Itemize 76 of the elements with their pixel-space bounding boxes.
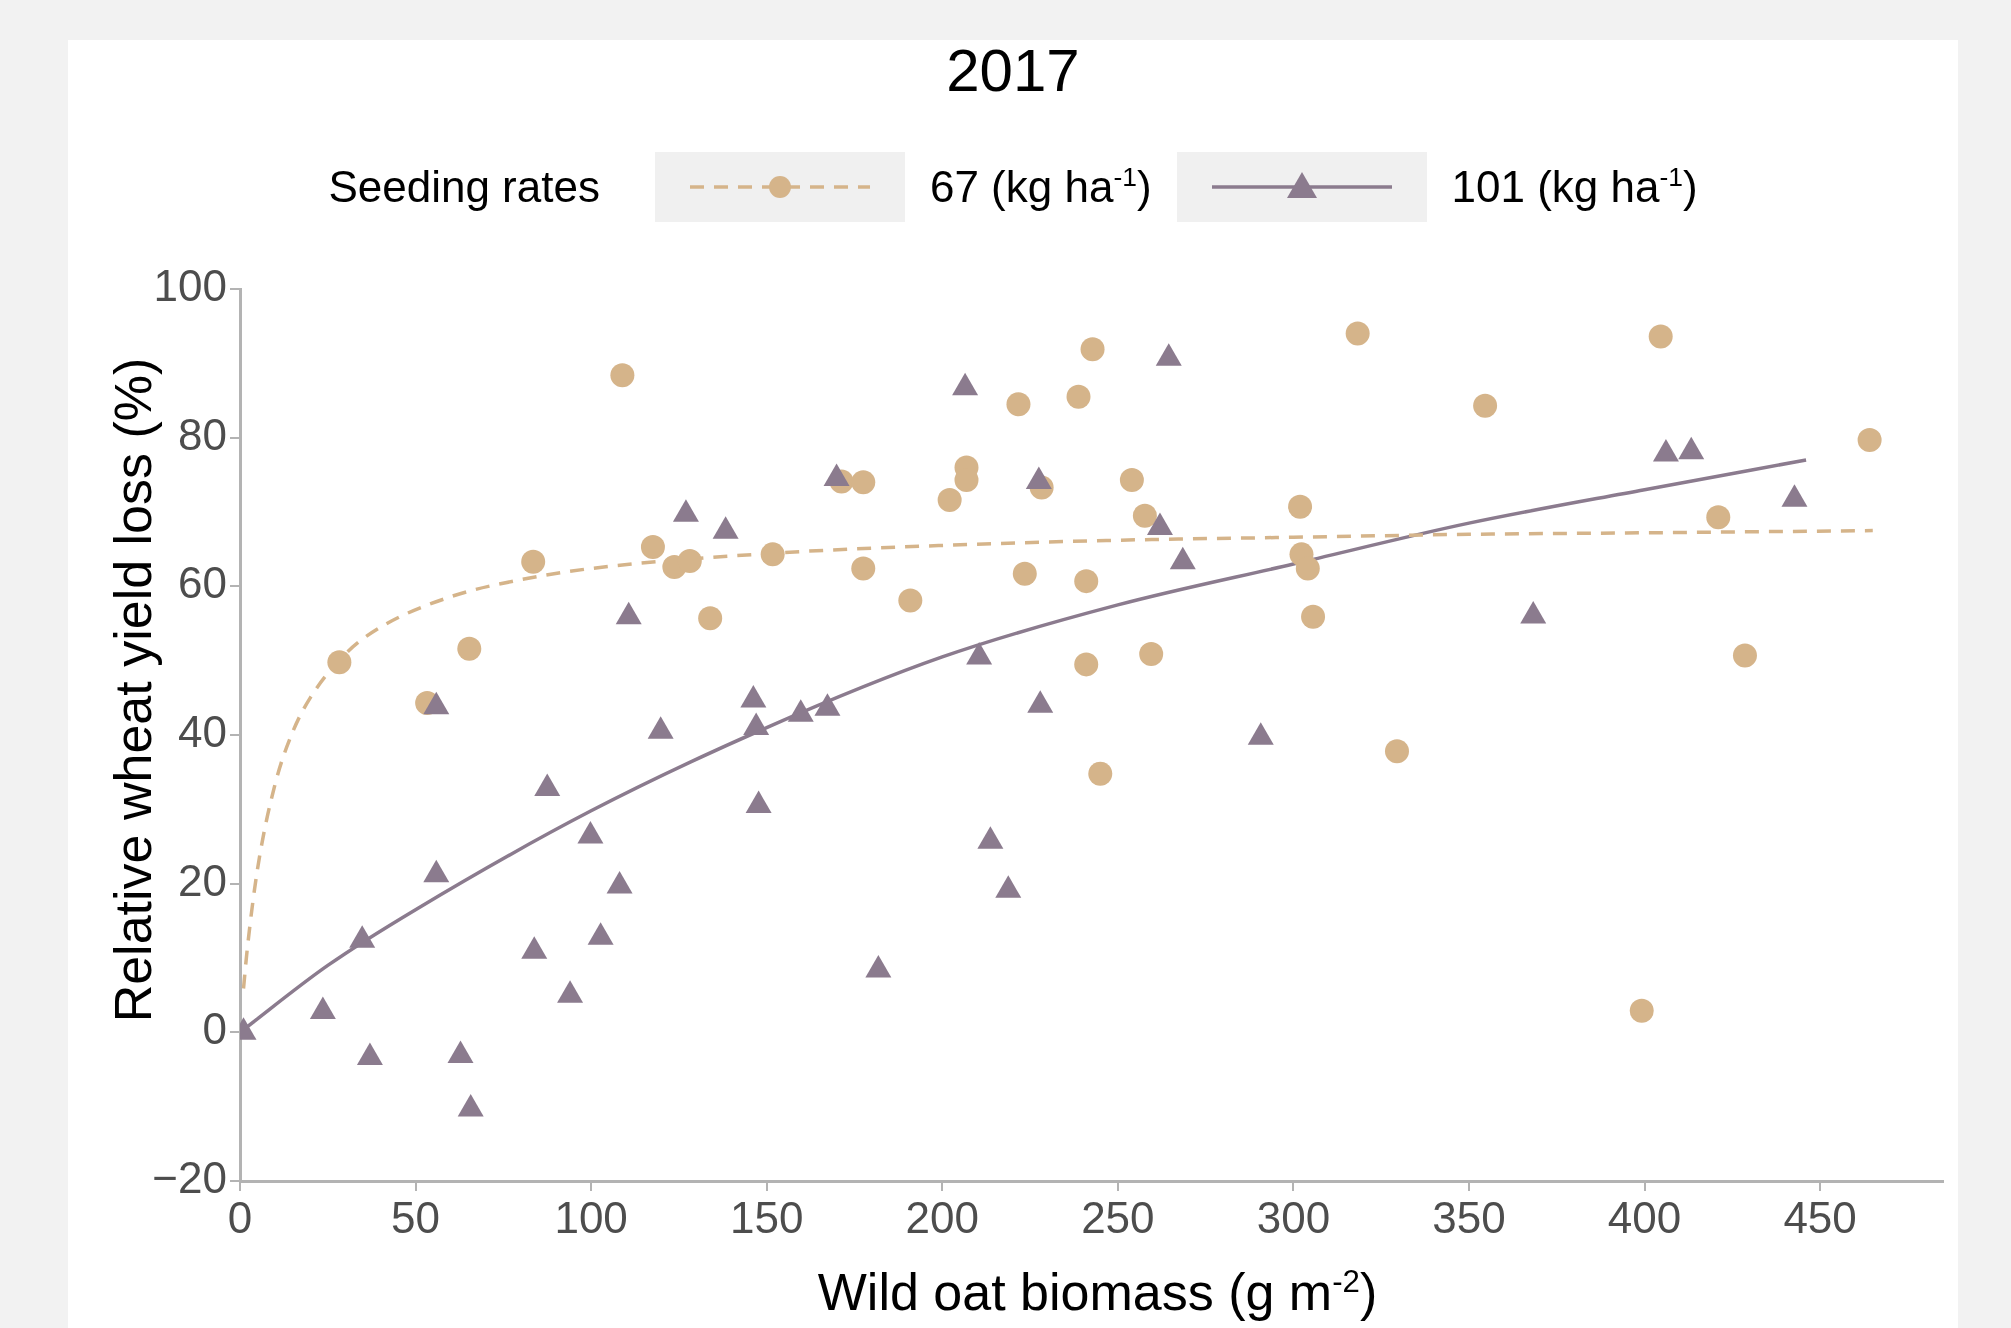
point	[1857, 427, 1882, 452]
point	[898, 588, 923, 613]
point	[610, 363, 635, 388]
point	[814, 693, 841, 716]
x-tick-label: 200	[905, 1192, 979, 1242]
y-tick-label: 20	[178, 855, 227, 905]
point	[851, 556, 876, 581]
y-tick-label: 100	[153, 261, 227, 311]
point	[787, 699, 814, 722]
point	[557, 980, 584, 1003]
point	[1074, 652, 1099, 677]
point	[1345, 321, 1370, 346]
point	[606, 870, 633, 894]
point	[447, 1040, 474, 1063]
point	[995, 875, 1022, 898]
point	[1074, 569, 1099, 594]
legend-title: Seeding rates	[328, 162, 600, 212]
y-tick-label: −20	[152, 1153, 227, 1203]
y-axis-title: Relative wheat yield loss (%)	[104, 357, 162, 1023]
point	[1301, 604, 1326, 629]
point	[1119, 468, 1144, 493]
point	[1139, 641, 1164, 666]
y-tick-label: 40	[178, 707, 227, 757]
point	[521, 936, 548, 959]
x-tick-label: 150	[729, 1192, 804, 1242]
point	[1473, 393, 1498, 418]
point	[356, 1042, 383, 1066]
point	[740, 685, 767, 708]
x-tick-label: 250	[1081, 1192, 1155, 1242]
point	[309, 996, 336, 1020]
point	[745, 790, 772, 814]
legend-label: 101 (kg ha$^{-1}$)	[1451, 162, 1698, 212]
point	[423, 691, 450, 715]
x-tick-label: 450	[1783, 1192, 1857, 1242]
x-tick-label: 100	[554, 1192, 628, 1242]
point	[743, 712, 770, 736]
point	[1012, 561, 1037, 586]
point	[1247, 722, 1274, 745]
point	[534, 773, 561, 797]
point	[1132, 503, 1157, 528]
point	[851, 470, 876, 495]
point	[677, 549, 702, 574]
y-tick-label: 0	[202, 1004, 227, 1054]
point	[1066, 384, 1091, 409]
chart-title: 2017	[945, 36, 1081, 105]
point	[521, 549, 546, 574]
point	[587, 922, 614, 945]
point	[1006, 392, 1031, 417]
point	[1706, 505, 1731, 530]
point	[977, 826, 1004, 849]
point	[647, 716, 674, 739]
legend-label: 67 (kg ha$^{-1}$)	[929, 162, 1152, 212]
x-tick-label: 50	[391, 1192, 441, 1242]
point	[1648, 324, 1673, 349]
point	[760, 542, 785, 567]
x-tick-label: 300	[1256, 1192, 1331, 1242]
point	[1288, 494, 1313, 519]
point	[327, 650, 352, 675]
point	[640, 534, 665, 559]
point	[865, 954, 892, 978]
point	[1027, 690, 1054, 713]
point	[457, 636, 482, 661]
point	[1295, 556, 1320, 581]
x-axis-title: Wild oat biomass (g m$^{-2}$)	[816, 1262, 1379, 1322]
point	[457, 1093, 484, 1117]
point	[937, 488, 962, 513]
point	[423, 859, 450, 883]
point	[698, 606, 723, 631]
x-tick-label: 400	[1607, 1192, 1682, 1242]
point	[349, 925, 376, 948]
point	[1080, 337, 1105, 362]
y-tick-label: 80	[178, 409, 227, 459]
y-tick-label: 60	[178, 558, 227, 608]
x-tick-label: 350	[1432, 1192, 1506, 1242]
point	[1732, 643, 1757, 668]
point	[577, 821, 604, 844]
